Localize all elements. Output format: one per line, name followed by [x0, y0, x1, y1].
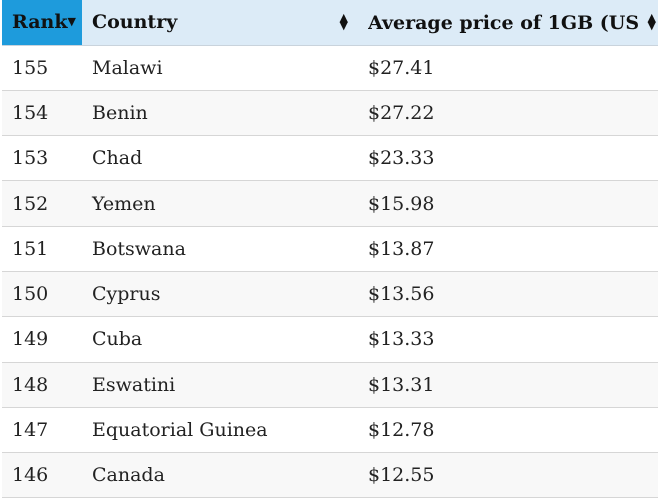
table-row: 155 Malawi $27.41	[2, 45, 658, 91]
cell-country: Botswana	[92, 237, 186, 260]
table-row: 149 Cuba $13.33	[2, 316, 658, 363]
header-row: Rank ▼ Country ▲ ▼ Average price of 1GB (…	[2, 0, 658, 46]
cell-country: Eswatini	[92, 373, 176, 396]
column-header-rank[interactable]: Rank ▼	[2, 0, 82, 46]
table-body: 155 Malawi $27.41 154 Benin $27.22 153 Chad $23.…	[2, 45, 658, 498]
sort-both-icon[interactable]: ▲ ▼	[339, 11, 348, 33]
cell-price: $12.78	[368, 419, 435, 442]
sort-both-icon[interactable]: ▲ ▼	[647, 11, 656, 33]
table-row: 152 Yemen $15.98	[2, 180, 658, 227]
cell-country: Chad	[92, 147, 143, 170]
cell-rank: 155	[12, 56, 49, 79]
column-header-price-label: Average price of 1GB (USD)	[368, 11, 638, 34]
cell-rank: 149	[12, 328, 49, 351]
column-header-price[interactable]: Average price of 1GB (USD) ▲ ▼	[358, 0, 658, 46]
table-row: 154 Benin $27.22	[2, 90, 658, 136]
cell-price: $13.33	[368, 328, 435, 351]
cell-price: $27.22	[368, 101, 435, 124]
cell-price: $13.56	[368, 283, 435, 306]
column-header-country[interactable]: Country ▲ ▼	[82, 0, 358, 46]
cell-rank: 150	[12, 283, 49, 306]
table-header: Rank ▼ Country ▲ ▼ Average price of 1GB (…	[2, 0, 658, 46]
cell-rank: 153	[12, 147, 49, 170]
table-row: 148 Eswatini $13.31	[2, 362, 658, 408]
cell-price: $13.87	[368, 237, 435, 260]
sort-descending-icon[interactable]: ▼	[67, 15, 76, 29]
table-row: 146 Canada $12.55	[2, 452, 658, 498]
cell-country: Yemen	[92, 192, 156, 215]
cell-country: Cyprus	[92, 283, 161, 306]
table-row: 150 Cyprus $13.56	[2, 271, 658, 317]
cell-price: $15.98	[368, 192, 435, 215]
cell-rank: 146	[12, 464, 49, 487]
table-row: 151 Botswana $13.87	[2, 226, 658, 272]
column-header-country-label: Country	[92, 11, 178, 34]
cell-country: Cuba	[92, 328, 143, 351]
cell-country: Canada	[92, 464, 165, 487]
cell-rank: 152	[12, 192, 49, 215]
cell-price: $23.33	[368, 147, 435, 170]
column-header-rank-label: Rank	[12, 11, 68, 34]
table-row: 153 Chad $23.33	[2, 135, 658, 181]
cell-price: $12.55	[368, 464, 435, 487]
cell-rank: 154	[12, 101, 49, 124]
cell-price: $13.31	[368, 373, 435, 396]
cell-rank: 147	[12, 419, 49, 442]
cell-country: Equatorial Guinea	[92, 419, 268, 442]
cell-country: Malawi	[92, 56, 163, 79]
cell-rank: 148	[12, 373, 49, 396]
table-row: 147 Equatorial Guinea $12.78	[2, 407, 658, 453]
cell-rank: 151	[12, 237, 49, 260]
cell-price: $27.41	[368, 56, 435, 79]
cell-country: Benin	[92, 101, 148, 124]
